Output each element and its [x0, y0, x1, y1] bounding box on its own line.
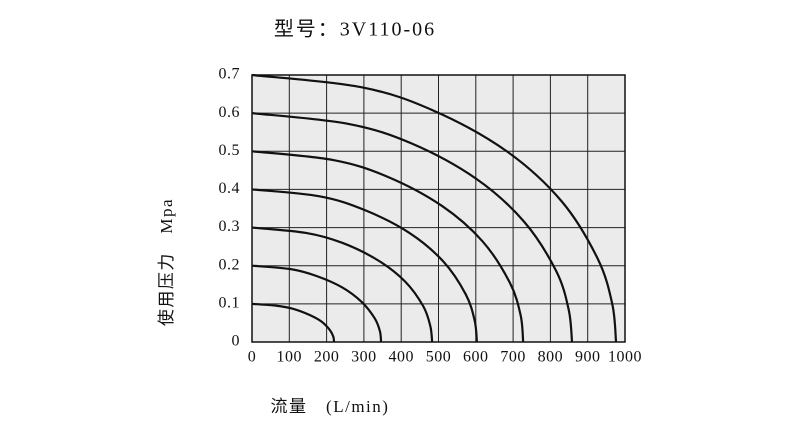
plot-border — [251, 74, 626, 343]
y-tick-label: 0.1 — [219, 295, 241, 312]
x-tick-label: 500 — [426, 349, 452, 366]
flow-curve — [251, 188, 479, 343]
flow-curve — [251, 264, 383, 343]
x-tick-label: 1000 — [608, 349, 642, 366]
flow-curve — [251, 73, 618, 343]
x-tick-label: 700 — [500, 349, 526, 366]
x-tick-label: 400 — [388, 349, 414, 366]
y-tick-label: 0 — [232, 333, 241, 350]
x-axis-label: 流量 (L/min) — [271, 397, 390, 416]
x-tick-label: 200 — [314, 349, 340, 366]
x-tick-label: 300 — [351, 349, 377, 366]
y-axis-label: 使用压力 Mpa — [156, 198, 176, 326]
x-tick-label: 100 — [277, 349, 303, 366]
y-tick-label: 0.7 — [219, 66, 241, 83]
x-tick-label: 800 — [538, 349, 564, 366]
chart-title: 型号：3V110-06 — [274, 18, 436, 41]
flow-curve — [251, 112, 574, 343]
y-tick-label: 0.4 — [219, 180, 241, 197]
flow-curve — [251, 150, 525, 343]
y-tick-label: 0.5 — [219, 142, 241, 159]
y-tick-label: 0.3 — [219, 218, 241, 235]
x-tick-label: 600 — [463, 349, 489, 366]
flow-curve — [251, 302, 336, 343]
x-tick-label: 900 — [575, 349, 601, 366]
y-tick-label: 0.2 — [219, 256, 241, 273]
flow-curve — [251, 226, 434, 343]
x-tick-label: 0 — [248, 349, 257, 366]
y-tick-label: 0.6 — [219, 104, 241, 121]
